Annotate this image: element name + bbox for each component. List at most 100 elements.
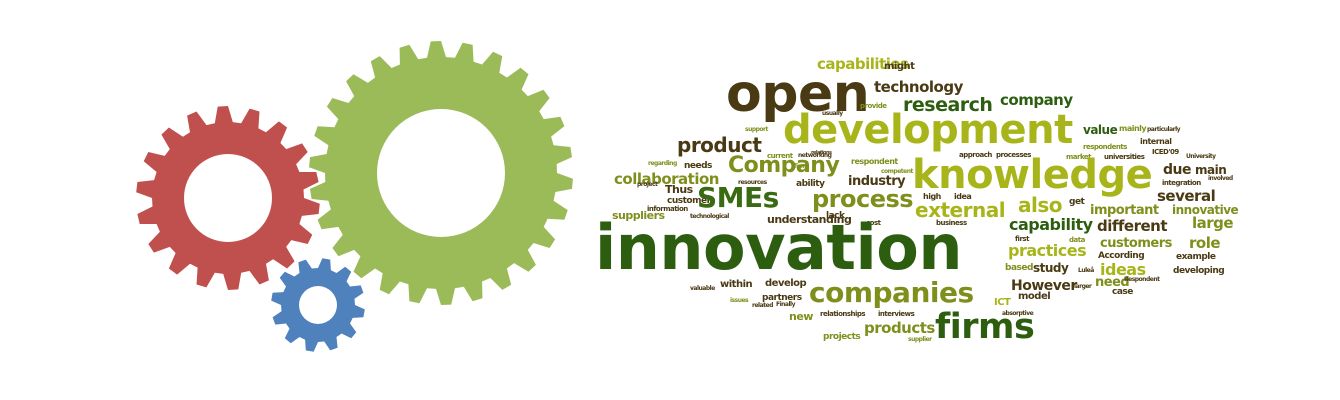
cloud-word: relationships <box>820 310 866 318</box>
cloud-word: interviews <box>878 310 915 318</box>
cloud-word: project <box>637 181 658 188</box>
cloud-word: usually <box>822 110 843 117</box>
cloud-word: product <box>677 133 762 157</box>
cloud-word: different <box>1097 217 1168 235</box>
cloud-word: approach <box>959 151 992 159</box>
cloud-word: important <box>1090 203 1159 218</box>
cloud-word: firms <box>935 307 1035 347</box>
cloud-word: However <box>1011 278 1077 294</box>
cloud-word: projects <box>823 332 861 342</box>
cloud-word: lack <box>826 211 845 221</box>
cloud-word: capabilities <box>817 55 909 73</box>
cloud-word: processes <box>996 151 1031 159</box>
cloud-word: larger <box>1074 283 1092 290</box>
cloud-word: large <box>1192 214 1234 232</box>
cloud-word: relations <box>811 150 832 156</box>
cloud-word: technological <box>690 213 729 220</box>
cloud-word: open <box>726 64 870 124</box>
cloud-word: mainly <box>1119 124 1147 133</box>
cloud-word: innovation <box>595 211 963 284</box>
cloud-word: customers <box>1100 236 1172 251</box>
cloud-word: particularly <box>1147 126 1181 133</box>
cloud-word: Respondent <box>1124 276 1160 283</box>
cloud-word: companies <box>809 276 974 309</box>
cloud-word: high <box>923 192 941 201</box>
cloud-word: ideas <box>1100 260 1146 279</box>
cloud-word: external <box>915 198 1006 222</box>
cloud-word: innovative <box>1172 203 1239 217</box>
cloud-word: need <box>1095 275 1130 290</box>
cloud-word: current <box>767 152 793 160</box>
cloud-word: ICT <box>994 297 1011 308</box>
cloud-word: integration <box>1162 179 1201 187</box>
cloud-word: suppliers <box>612 209 665 222</box>
cloud-word: partners <box>762 293 802 303</box>
cloud-word: respondent <box>851 157 898 166</box>
cloud-word: internal <box>1140 137 1172 146</box>
cloud-word: within <box>720 279 753 290</box>
cloud-word: ICED'09 <box>1152 148 1179 156</box>
cloud-word: Thus <box>665 183 693 196</box>
cloud-word: products <box>864 319 935 337</box>
cloud-word: knowledge <box>912 152 1153 198</box>
cloud-word: University <box>1186 153 1216 160</box>
cloud-word: customer <box>667 196 711 206</box>
cloud-word: networking <box>798 152 832 159</box>
blue-gear-icon <box>271 258 365 352</box>
cloud-word: regarding <box>648 160 677 167</box>
cloud-word: based <box>1005 263 1033 273</box>
cloud-word: competent <box>881 168 913 175</box>
cloud-word: understanding <box>767 213 852 226</box>
cloud-word: industry <box>848 174 906 189</box>
cloud-word: process <box>812 185 914 213</box>
cloud-word: information <box>647 205 688 213</box>
cloud-word: According <box>1098 251 1145 261</box>
cloud-word: model <box>1018 291 1051 302</box>
cloud-word: firm <box>794 163 806 170</box>
cloud-word: related <box>752 302 773 309</box>
cloud-word: cost <box>866 219 881 227</box>
cloud-word: Company <box>728 153 840 178</box>
cloud-word: also <box>1018 193 1063 217</box>
cloud-word: universities <box>1104 153 1145 161</box>
cloud-word: issues <box>730 297 749 304</box>
cloud-word: business <box>936 219 967 227</box>
cloud-word: first <box>1015 235 1029 243</box>
cloud-word: due <box>1163 162 1191 178</box>
gears-illustration <box>136 41 573 352</box>
cloud-word: supplier <box>908 336 932 343</box>
cloud-word: main <box>1195 163 1227 177</box>
cloud-word: developing <box>1173 266 1225 276</box>
cloud-word: company <box>1000 91 1073 109</box>
cloud-word: new <box>789 310 813 323</box>
cloud-word: involved <box>1208 175 1233 182</box>
cloud-word: market <box>1066 153 1092 161</box>
cloud-word: respondents <box>1083 143 1127 151</box>
cloud-word: study <box>1033 261 1069 275</box>
cloud-word: data <box>1069 236 1085 244</box>
cloud-word: ability <box>796 179 825 189</box>
cloud-word: research <box>903 94 993 116</box>
cloud-word: absorptive <box>1002 310 1034 317</box>
cloud-word: resources <box>738 179 767 186</box>
cloud-word: example <box>1176 252 1216 262</box>
cloud-word: role <box>1189 234 1221 252</box>
green-gear-icon <box>309 41 573 305</box>
cloud-word: technology <box>874 78 963 96</box>
cloud-word: idea <box>954 192 972 201</box>
cloud-word: practices <box>1008 241 1087 260</box>
cloud-word: get <box>1069 197 1085 207</box>
cloud-word: Luleå <box>1078 267 1094 274</box>
cloud-word: several <box>1157 187 1216 205</box>
cloud-word: collaboration <box>614 170 719 188</box>
cloud-word: Finally <box>776 301 796 308</box>
cloud-word: develop <box>765 278 807 289</box>
cloud-word: capability <box>1009 215 1093 234</box>
red-gear-icon <box>136 106 320 290</box>
cloud-word: valuable <box>690 285 715 292</box>
cloud-word: case <box>1112 287 1133 297</box>
cloud-word: SMEs <box>697 181 779 214</box>
cloud-word: needs <box>684 161 712 171</box>
cloud-word: support <box>745 126 768 133</box>
